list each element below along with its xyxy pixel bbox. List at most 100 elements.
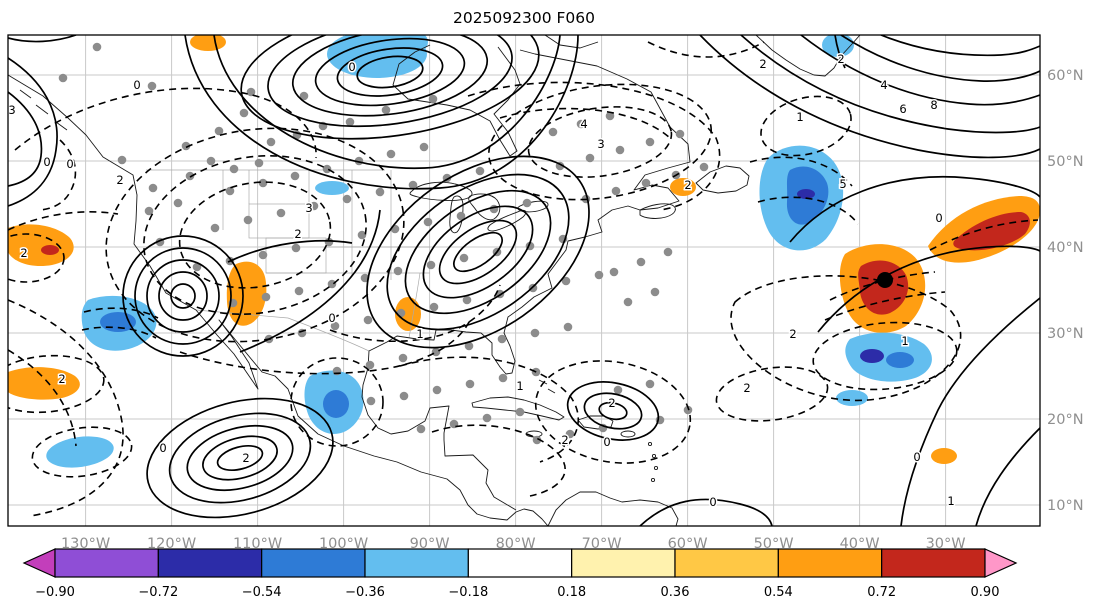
coastlines-item [547,491,679,526]
station-dot [464,341,474,351]
contours-dashed-item [749,156,853,187]
contours-solid-item [598,401,628,421]
station-dot [408,180,418,190]
shade-pos-tropical [931,448,957,464]
colorbar-segment [467,548,573,578]
contour-label: 3 [597,137,604,151]
colorbar-tick-label: −0.72 [138,585,178,600]
contours-solid-item [840,35,1040,82]
station-dot [294,286,304,296]
contours-dashed-item [399,356,579,463]
station-dot [390,224,400,234]
colorbar-arrow-left [22,548,56,578]
contour-label: 5 [839,177,846,191]
lon-tick-label: 100°W [319,536,368,552]
station-dot [398,353,408,363]
colorbar-segment [54,548,159,578]
station-dot [419,142,429,152]
station-dot [147,81,157,91]
contour-label: 0 [348,60,355,74]
station-dot [675,129,685,139]
contours-dashed-item [81,326,157,339]
contours-solid-item [227,239,353,263]
sensitivity-marker [877,272,893,288]
contours-dashed-item [8,233,65,283]
station-dot [342,194,352,204]
colorbar-tick-label: 0.36 [661,585,690,600]
contours-dashed-item [8,299,124,517]
station-dot [456,211,466,221]
coastlines-item [639,203,676,219]
contours-solid-item [216,444,264,472]
lat-tick-label: 30°N [1047,326,1084,342]
contours-dashed-item [527,106,673,178]
contours-dashed-item [488,83,712,201]
contours-solid-item [184,35,579,190]
lon-tick-label: 110°W [233,536,282,552]
contours-solid-item [366,155,590,349]
contours-solid-item [158,271,208,321]
lat-tick-label: 40°N [1047,240,1084,256]
shade-pos-gulf-stlawrence [670,178,696,196]
coastlines-item [449,195,464,234]
station-dot [565,429,575,439]
contour-label: 2 [242,451,249,465]
station-dot [261,292,271,302]
lat-tick-label: 50°N [1047,154,1084,170]
colorbar-arrow-right [984,548,1018,578]
station-dot [345,117,355,127]
contours-dashed-item [499,107,673,141]
contours-solid-item [168,412,312,504]
contours-solid-item [134,247,232,345]
station-dot [144,206,154,216]
contours-dashed-item [824,291,946,321]
contour-label: 0 [935,211,942,225]
contour-label: 1 [516,379,523,393]
station-dot [522,198,532,208]
contour-label: 2 [608,396,615,410]
contours-solid-item [800,35,1040,106]
colorbar-tick-label: −0.36 [345,585,385,600]
contours-solid-item [404,189,552,315]
lon-tick-label: 70°W [582,536,622,552]
station-dot [699,162,709,172]
station-dot [683,405,693,415]
contours-solid-item [336,47,444,97]
contour-label: 3 [8,103,15,117]
station-dots [58,42,709,445]
station-dot [563,322,573,332]
colorbar-tick-label: 0.90 [971,585,1000,600]
shade-pos-yukon [190,35,226,51]
coastlines-item [620,430,636,438]
contours-solid-item [900,297,1040,526]
lon-tick-labels: 130°W 120°W 110°W 100°W 90°W 80°W 70°W 60°W 50°W… [61,536,966,552]
station-dot [561,276,571,286]
station-dot [243,215,253,225]
contours-dashed-item [105,127,405,343]
contour-label: 1 [947,494,954,508]
contours-solid-item [699,35,1040,159]
contours-dashed-item [715,366,829,422]
station-dot [148,183,158,193]
station-dot [459,253,469,263]
shade-neg-central-atlantic-navy [860,349,884,363]
contour-label: 3 [305,201,312,215]
station-dot [258,250,268,260]
contours-dashed-item [647,41,765,58]
contours-solid-item [186,424,294,492]
plot-title: 2025092300 F060 [453,9,595,27]
lon-tick-label: 50°W [754,536,794,552]
shade-neg-central-atlantic-core [886,352,914,368]
colorbar-segment [674,548,779,578]
station-dot [489,204,499,214]
station-dot [229,164,239,174]
contours-solid-item [240,35,540,140]
station-dot [428,94,438,104]
station-dot [185,171,195,181]
coastlines-item [755,35,861,77]
contours-solid-item [789,175,1040,243]
lat-tick-labels: 60°N 50°N 40°N 30°N 20°N 10°N [1047,68,1084,514]
station-dot [532,435,542,445]
